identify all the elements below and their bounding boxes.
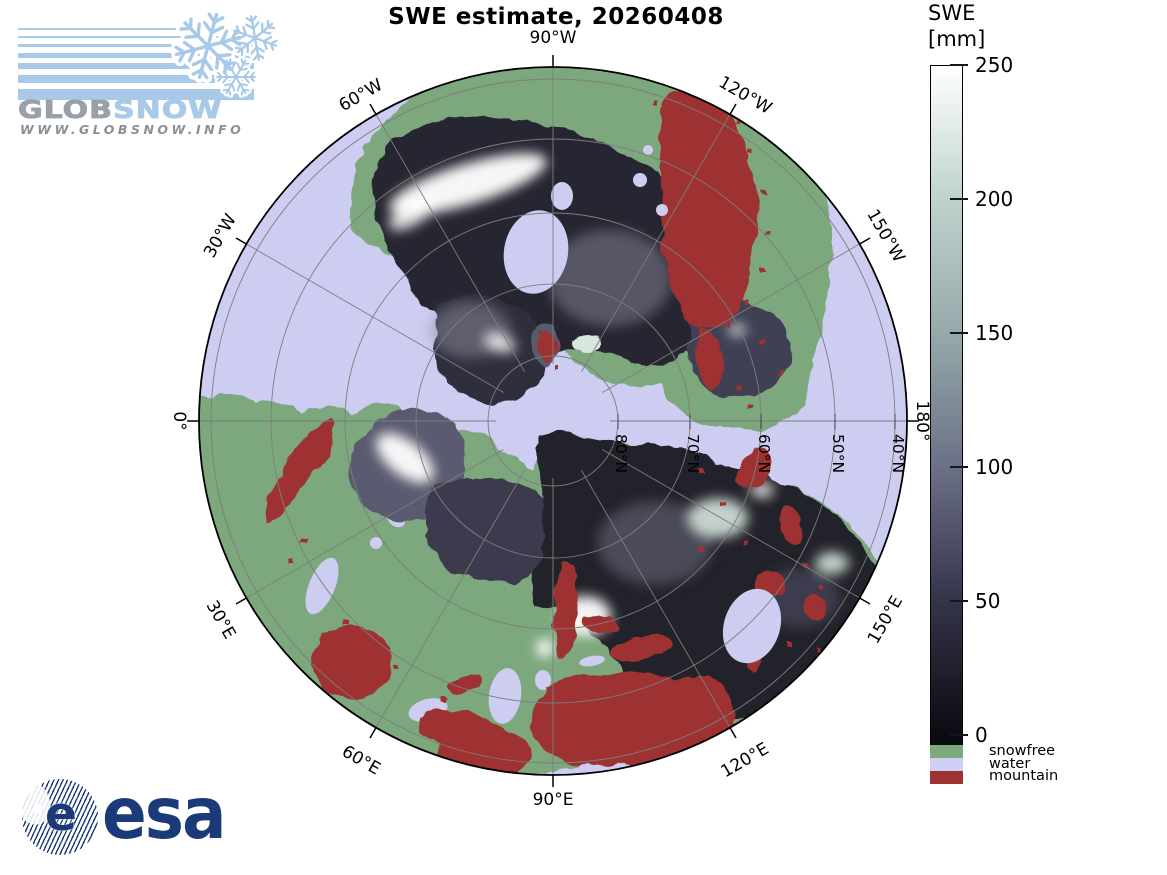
meridian-label-0: 0° [169,411,189,430]
globsnow-wordmark-glob: GLOB [17,96,114,126]
mountain-speckles [286,78,825,773]
mountains-altai [582,613,618,633]
colorbar-tick [950,332,968,334]
snow-highlights [376,153,849,657]
globsnow-wordmark: GLOBSNOW [17,96,258,126]
logo-stripe [18,75,254,83]
mountains-cordillera [660,91,758,330]
bering-strait [779,424,825,476]
parallel-label-40n: 40°N [889,434,907,473]
legend-label-water: water [989,755,1031,772]
esa-emblem-icon: e [22,779,98,855]
mountains-caucasus [445,672,485,694]
meridian-label-90w: 90°W [530,28,577,48]
mountains-sayan [610,634,670,662]
boundary-ticks [187,55,919,787]
legend-label-mountain: mountain [989,768,1059,784]
meridian-label-60e: 60°E [338,742,383,780]
legend-label-snowfree: snowfree [989,743,1056,759]
colorbar-title-line1: SWE [928,1,976,25]
logo-stripe [18,63,254,69]
colorbar-title: SWE [mm] [928,0,1048,52]
globsnow-wordmark-snow: SNOW [113,96,223,126]
meridian-label-30w: 30°W [200,211,241,262]
colorbar-tick-label: 200 [975,187,1014,211]
meridian-label-60w: 60°W [336,75,387,116]
parallel-label-50n: 50°N [829,434,847,473]
land-ireland [225,490,241,506]
legend-swatch-water [930,758,963,771]
logo-stripe [18,53,254,58]
meridian-lines [199,67,907,775]
colorbar-tick-label: 250 [975,53,1014,77]
meridian-label-90e: 90°E [533,790,574,810]
globsnow-logo: GLOBSNOW WWW.GLOBSNOW.INFO [17,20,280,145]
parallel-label-70n: 70°N [684,434,702,473]
colorbar-tick [950,198,968,200]
mountains-urals [553,562,578,659]
colorbar-gradient [930,65,963,746]
foxe-basin [551,182,573,210]
water-over-snow [503,145,825,664]
colorbar-title-line2: [mm] [928,27,986,51]
colorbar-tick [950,600,968,602]
logo-stripe [18,89,254,100]
meridian-label-30e: 30°E [202,597,240,642]
colorbar-tick [950,734,968,736]
mountains-coast-range [693,328,725,390]
esa-emblem-letter: e [45,787,77,842]
colorbar-tick-label: 100 [975,455,1014,479]
meridian-label-120e: 120°E [718,739,773,782]
logo-stripe [18,36,254,38]
esa-wordmark: esa [102,772,227,856]
hudson-bay [503,210,569,294]
logo-stripe [18,28,254,30]
esa-emblem-dot [33,804,43,814]
legend-swatch-snowfree [930,745,963,758]
meridian-label-150w: 150°W [862,206,908,266]
parallel-label-80n: 80°N [612,434,630,473]
colorbar-tick-label: 0 [975,723,988,747]
parallel-ticks [617,414,896,429]
colorbar-tick-label: 150 [975,321,1014,345]
meridian-label-180: 180° [912,401,932,442]
parallel-label-60n: 60°N [755,434,773,473]
globsnow-url: WWW.GLOBSNOW.INFO [20,122,245,137]
mountains-central-asia [531,671,741,768]
sea-of-okhotsk [722,588,782,664]
page-title: SWE estimate, 20260408 [388,4,724,30]
graticule [199,67,907,775]
colorbar-tick-label: 50 [975,589,1001,613]
colorbar-tick [950,466,968,468]
mountains-norway [262,418,334,522]
legend-swatch-mountain [930,771,963,784]
colorbar-tick [950,64,968,66]
logo-stripe [18,44,254,47]
meridian-label-150e: 150°E [864,593,907,648]
